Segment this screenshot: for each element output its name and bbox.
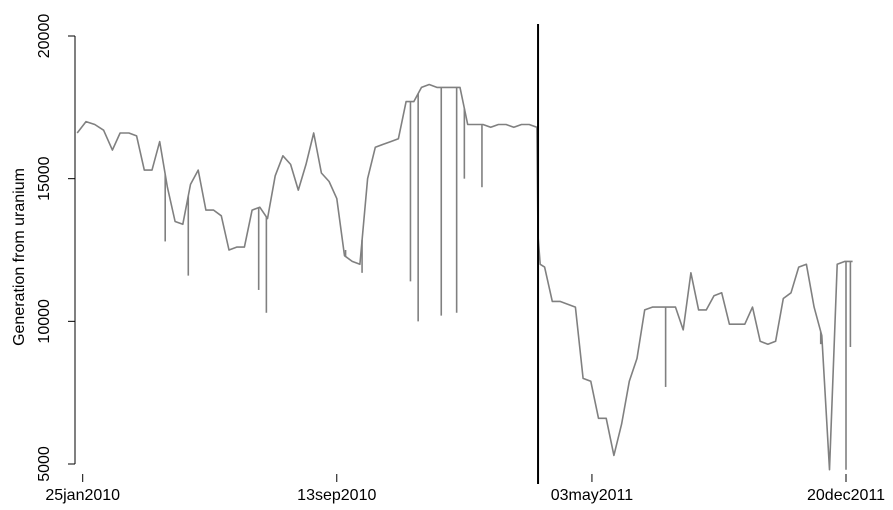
y-axis-title: Generation from uranium (11, 168, 28, 346)
x-tick-label: 20dec2011 (807, 487, 885, 504)
x-tick-label: 03may2011 (551, 487, 634, 504)
y-axis: 5000 10000 15000 20000 (36, 14, 76, 482)
y-ticks: 5000 10000 15000 20000 (36, 14, 75, 482)
plot-area (76, 24, 853, 484)
y-tick-label: 15000 (36, 156, 53, 201)
x-ticks: 25jan2010 13sep2010 03may2011 20dec2011 (45, 474, 885, 504)
y-tick-label: 5000 (36, 446, 53, 482)
y-tick-label: 10000 (36, 299, 53, 344)
x-tick-label: 13sep2010 (297, 487, 376, 504)
x-tick-label: 25jan2010 (45, 487, 120, 504)
x-axis: 25jan2010 13sep2010 03may2011 20dec2011 (45, 474, 885, 504)
y-tick-label: 20000 (36, 14, 53, 59)
series-line (76, 83, 853, 471)
